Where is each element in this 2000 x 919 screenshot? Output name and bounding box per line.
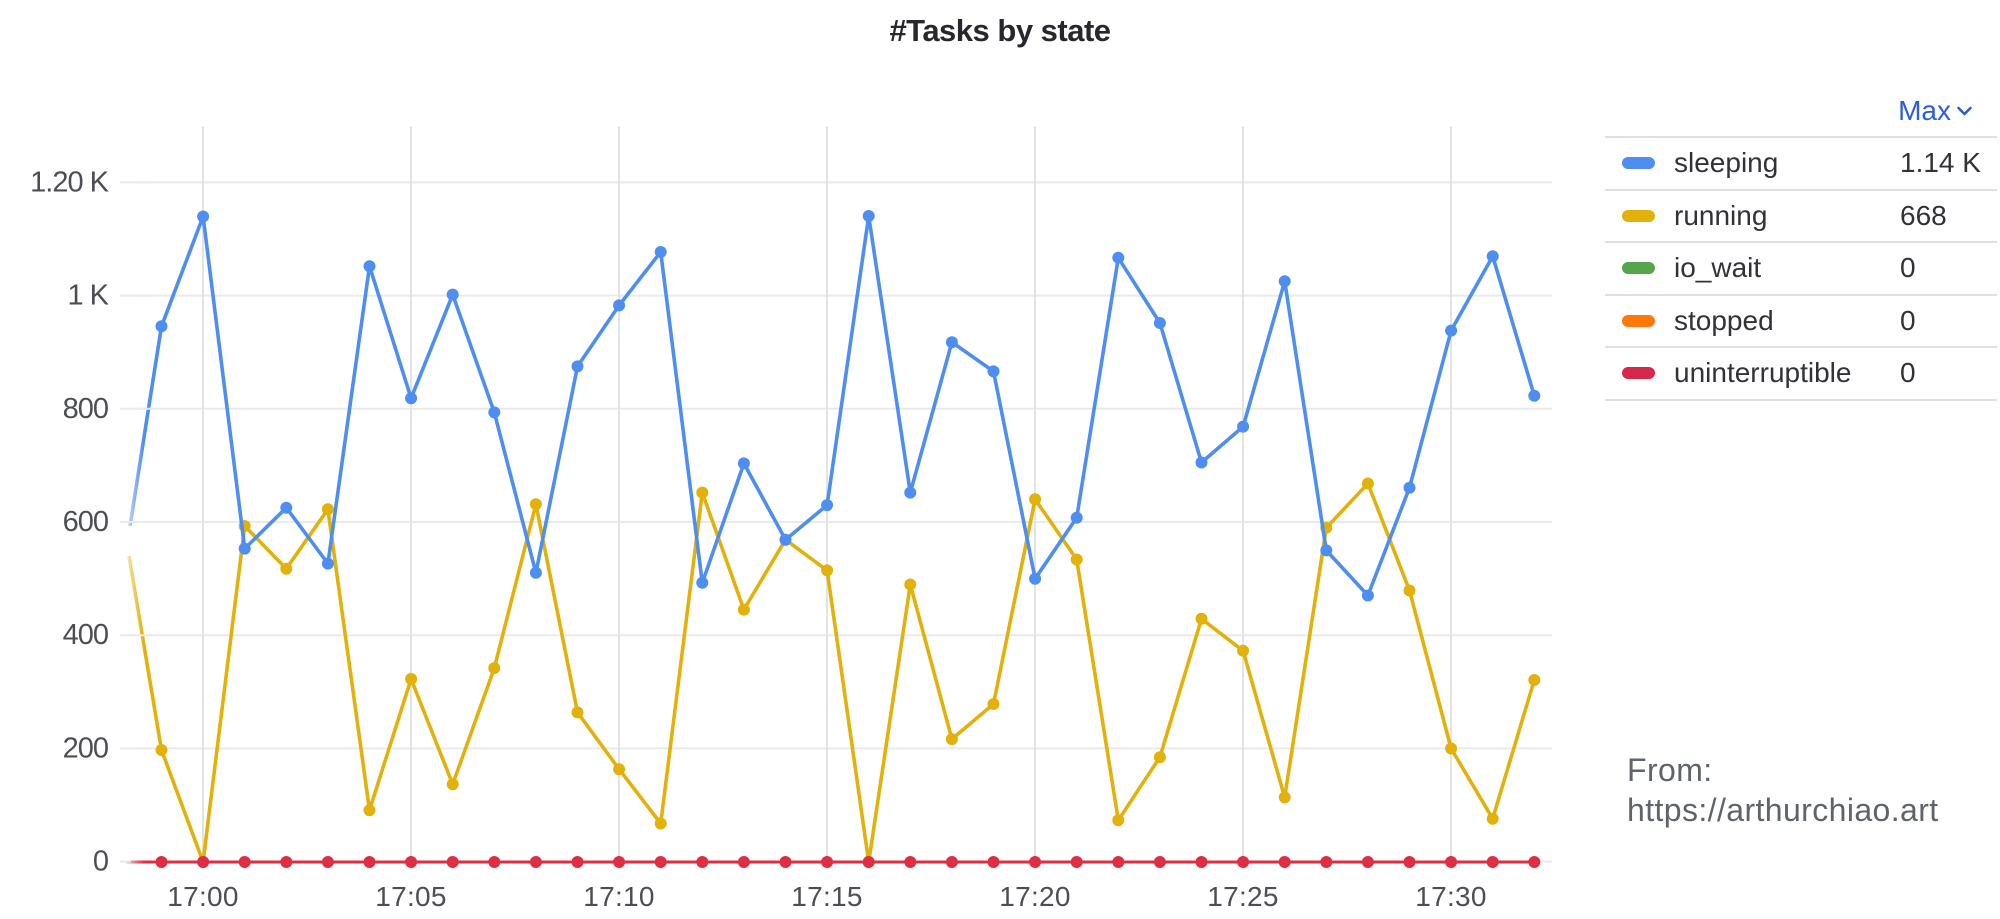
- svg-text:0: 0: [93, 846, 108, 878]
- svg-text:17:15: 17:15: [791, 881, 863, 912]
- svg-text:17:20: 17:20: [999, 881, 1071, 912]
- svg-text:200: 200: [63, 732, 108, 764]
- svg-text:17:30: 17:30: [1415, 881, 1487, 912]
- svg-text:800: 800: [63, 393, 108, 425]
- svg-text:1.20 K: 1.20 K: [30, 166, 109, 198]
- svg-text:400: 400: [63, 619, 108, 651]
- svg-text:17:25: 17:25: [1207, 881, 1279, 912]
- svg-text:1 K: 1 K: [67, 280, 109, 312]
- svg-text:600: 600: [63, 506, 108, 538]
- svg-text:17:05: 17:05: [375, 881, 447, 912]
- svg-text:17:00: 17:00: [167, 881, 239, 912]
- svg-text:17:10: 17:10: [583, 881, 655, 912]
